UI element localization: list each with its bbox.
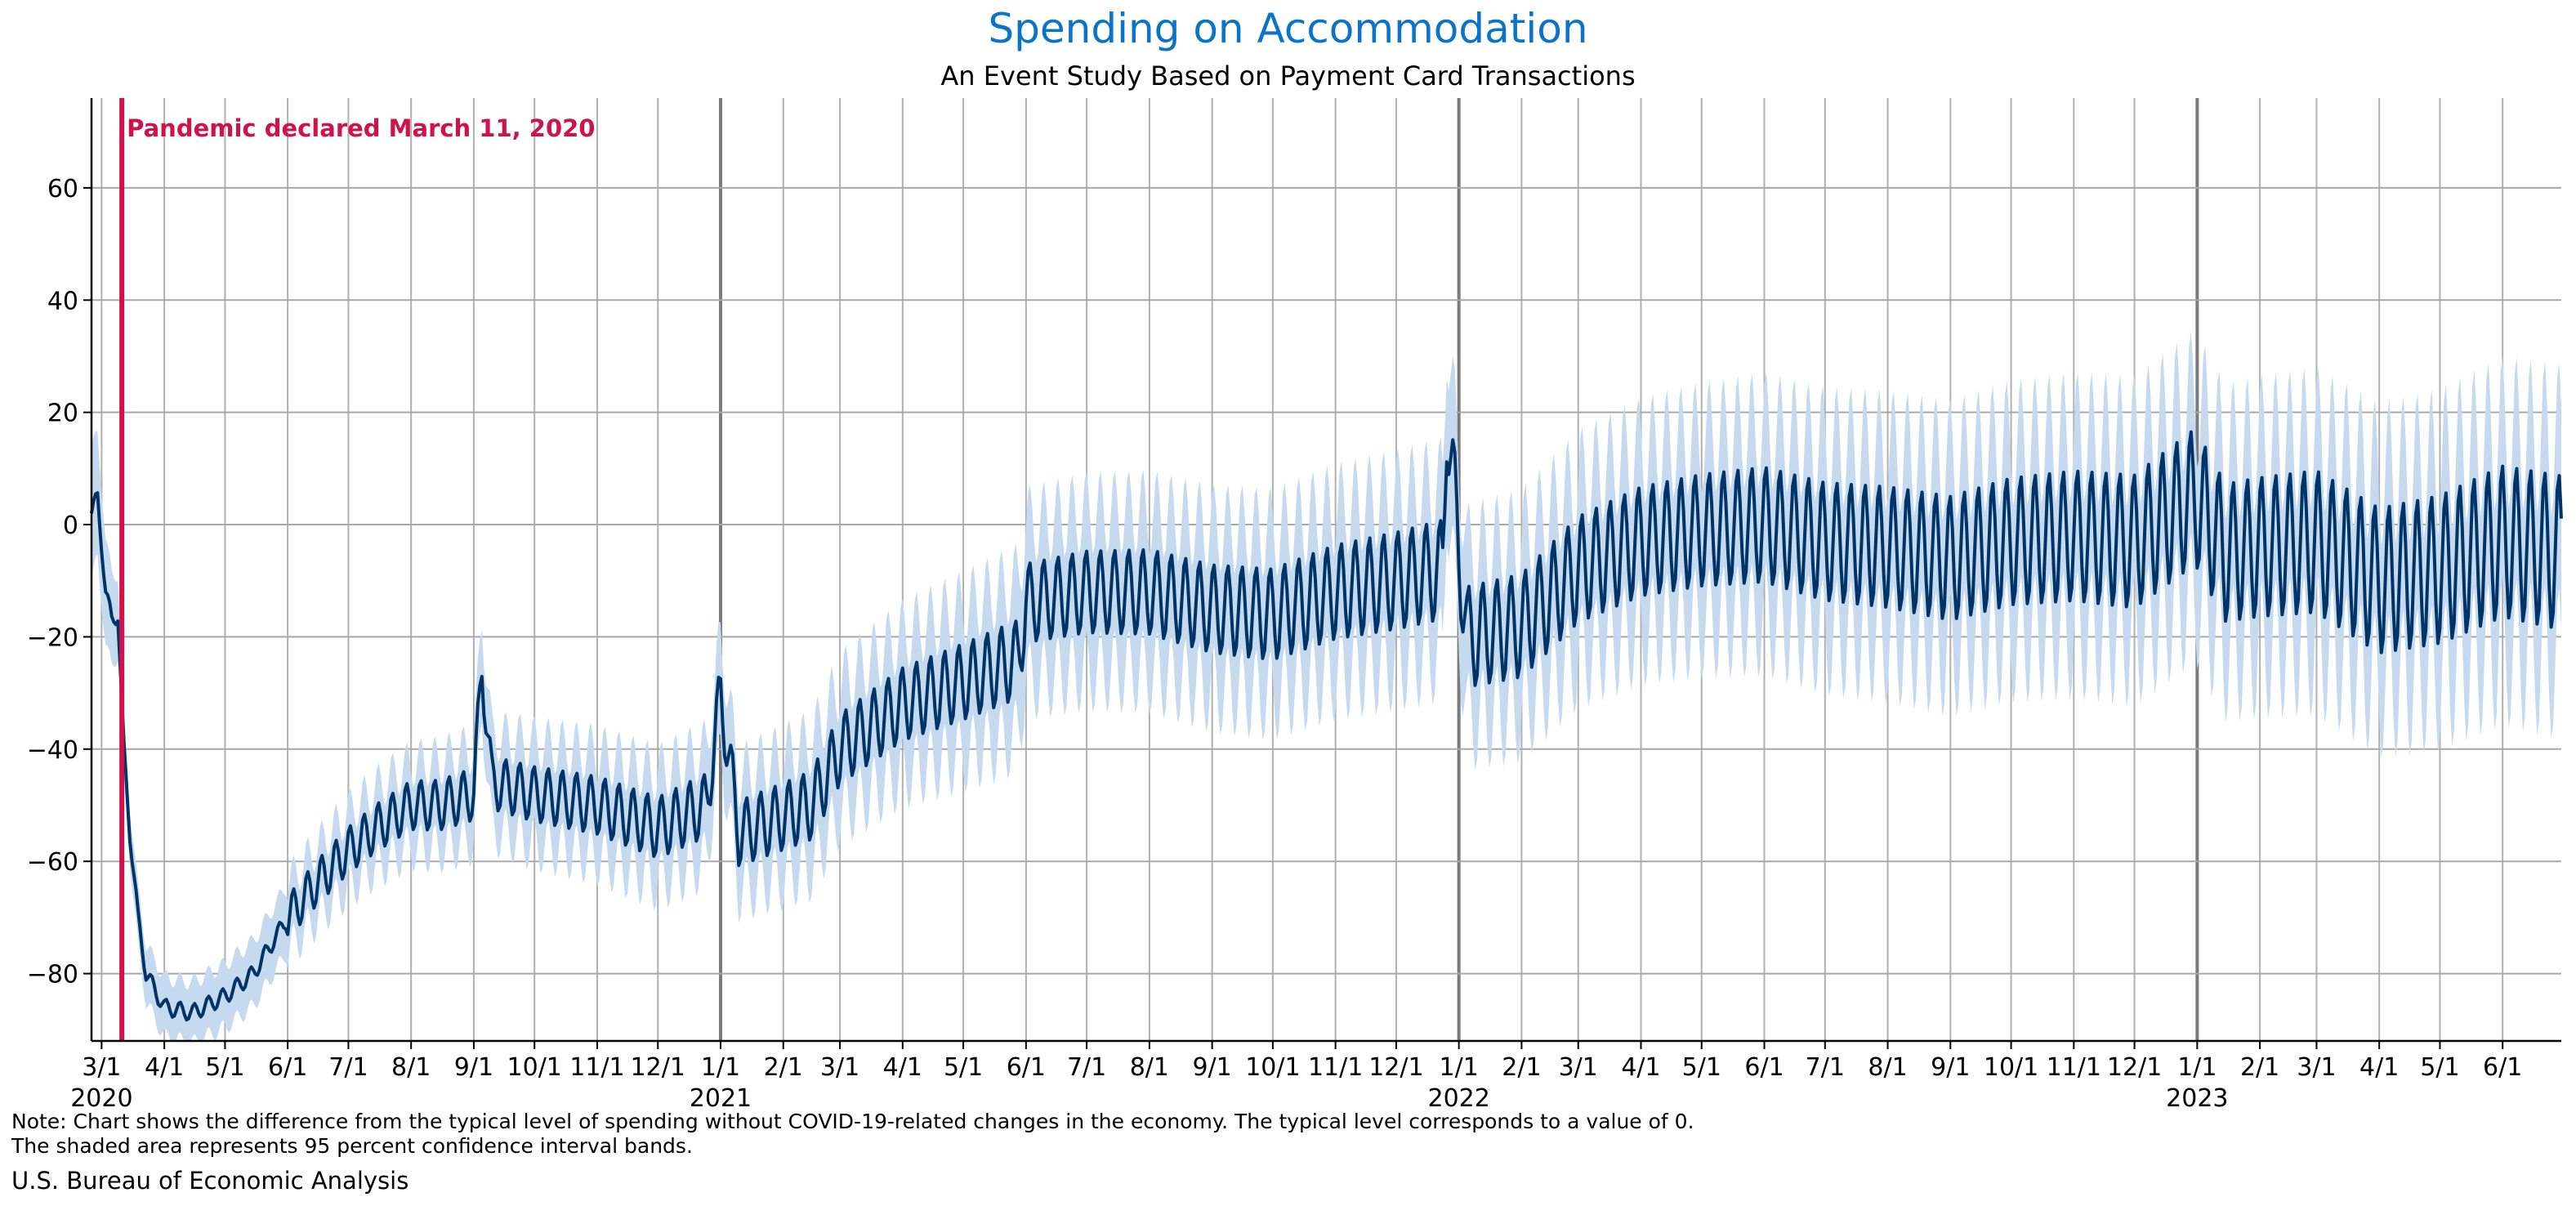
x-tick-label: 3/1 [2297,1053,2336,1082]
source-credit: U.S. Bureau of Economic Analysis [11,1167,409,1195]
x-tick-label: 9/1 [1192,1053,1231,1082]
x-tick-label: 4/1 [883,1053,922,1082]
annotation-layer: Pandemic declared March 11, 2020 [119,98,595,1041]
x-tick-label: 8/1 [1868,1053,1907,1082]
x-tick-label: 10/1 [1245,1053,1300,1082]
x-tick-label: 4/1 [2359,1053,2399,1082]
x-tick-label: 4/1 [1621,1053,1660,1082]
x-tick-label: 6/1 [268,1053,307,1082]
x-tick-label: 7/1 [1067,1053,1106,1082]
x-tick-label: 9/1 [1931,1053,1970,1082]
x-tick-label: 1/1 [2177,1053,2217,1082]
confidence-band-layer [92,331,2561,1042]
y-tick-label: 60 [47,175,78,203]
y-tick-label: 40 [47,287,78,315]
x-tick-label: 1/1 [701,1053,740,1082]
x-tick-label: 11/1 [2047,1053,2101,1082]
x-tick-label: 4/1 [145,1053,184,1082]
x-tick-label: 8/1 [391,1053,431,1082]
x-tick-label: 9/1 [454,1053,493,1082]
note-line-2: The shaded area represents 95 percent co… [11,1134,693,1158]
x-tick-label: 2/1 [2240,1053,2279,1082]
y-tick-label: −60 [27,848,78,877]
x-tick-label: 7/1 [328,1053,368,1082]
x-tick-label: 5/1 [205,1053,244,1082]
x-tick-label: 5/1 [944,1053,983,1082]
x-tick-label: 8/1 [1130,1053,1169,1082]
x-year-label: 2023 [2166,1084,2228,1113]
x-tick-label: 10/1 [507,1053,562,1082]
x-tick-label: 7/1 [1806,1053,1845,1082]
y-tick-label: −80 [27,961,78,989]
x-tick-label: 5/1 [2420,1053,2459,1082]
y-tick-label: −40 [27,736,78,765]
chart-subtitle: An Event Study Based on Payment Card Tra… [940,60,1636,92]
x-tick-label: 2/1 [764,1053,803,1082]
x-tick-label: 11/1 [1308,1053,1363,1082]
chart-note: Note: Chart shows the difference from th… [11,1110,1694,1159]
x-tick-label: 12/1 [1368,1053,1423,1082]
y-tick-label: −20 [27,623,78,652]
x-tick-label: 3/1 [1559,1053,1598,1082]
axis-layer: 3/1 4/1 5/1 6/1 7/1 8/1 9/1 10/1 11/1 12/1 1/1 2/1 3… [27,98,2561,1113]
x-tick-label: 6/1 [2483,1053,2522,1082]
x-tick-label: 2/1 [1502,1053,1541,1082]
pandemic-annotation-label: Pandemic declared March 11, 2020 [127,114,595,142]
x-tick-label: 1/1 [1440,1053,1479,1082]
series-line-layer [90,430,2563,1022]
x-tick-label: 6/1 [1007,1053,1046,1082]
y-tick-label: 20 [47,400,78,428]
x-tick-label: 3/1 [82,1053,121,1082]
x-year-label: 2020 [70,1084,132,1113]
x-tick-label: 5/1 [1682,1053,1721,1082]
x-tick-label: 3/1 [820,1053,859,1082]
x-year-label: 2021 [690,1084,752,1113]
x-tick-label: 10/1 [1984,1053,2038,1082]
series-line [90,430,2563,1022]
chart-title: Spending on Accommodation [988,5,1588,52]
note-line-1: Note: Chart shows the difference from th… [11,1110,1694,1133]
y-tick-label: 0 [63,511,78,540]
x-tick-label: 11/1 [569,1053,624,1082]
x-tick-label: 6/1 [1744,1053,1784,1082]
x-year-label: 2022 [1427,1084,1489,1113]
x-tick-label: 12/1 [631,1053,685,1082]
confidence-band [92,331,2561,1042]
x-tick-label: 12/1 [2107,1053,2162,1082]
